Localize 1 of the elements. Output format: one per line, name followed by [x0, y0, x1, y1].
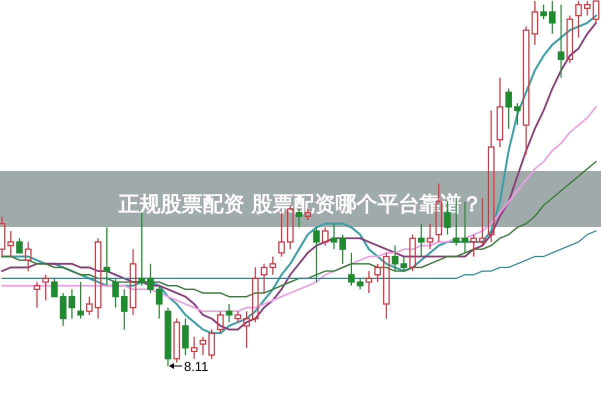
annotation: 8.11: [184, 359, 208, 374]
